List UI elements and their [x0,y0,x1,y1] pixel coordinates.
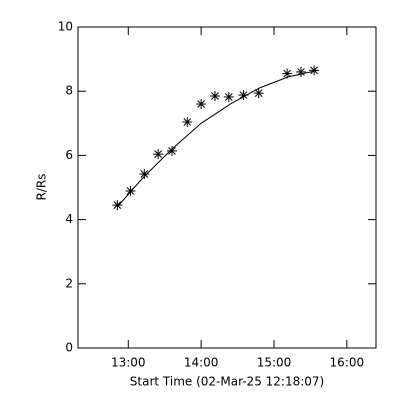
x-tick-label: 14:00 [184,356,219,370]
data-point [139,169,150,180]
asterisk-stroke [254,89,263,97]
x-tick-label: 16:00 [330,356,365,370]
asterisk-stroke [183,118,192,126]
y-tick-label: 10 [58,20,73,34]
x-axis-label: Start Time (02-Mar-25 12:18:07) [130,375,324,389]
y-tick-label: 0 [65,341,73,355]
data-point [295,66,306,77]
asterisk-stroke [168,147,176,155]
x-tick-label: 13:00 [111,356,146,370]
x-tick-label: 15:00 [257,356,292,370]
data-point [253,88,264,99]
data-point [166,145,177,156]
asterisk-stroke [113,201,122,210]
data-point [182,117,193,128]
asterisk-stroke [154,150,163,158]
asterisk-stroke [197,100,205,108]
y-tick-label: 2 [65,276,73,290]
asterisk-stroke [224,93,233,101]
asterisk-stroke [283,69,291,78]
y-axis-label: R/Rs [35,174,49,201]
data-point [112,200,123,211]
data-point [223,91,234,102]
data-point [209,91,220,102]
plot-frame [77,26,377,349]
data-point [153,149,164,160]
y-tick-label: 4 [65,212,73,226]
data-point [282,68,293,79]
asterisk-stroke [239,91,248,99]
asterisk-stroke [310,66,318,75]
data-point [196,99,207,110]
y-tick-label: 8 [65,84,73,98]
asterisk-stroke [140,170,149,178]
y-tick-label: 6 [65,148,73,162]
fit-line [116,69,318,208]
data-point [125,186,136,197]
asterisk-stroke [211,92,219,100]
